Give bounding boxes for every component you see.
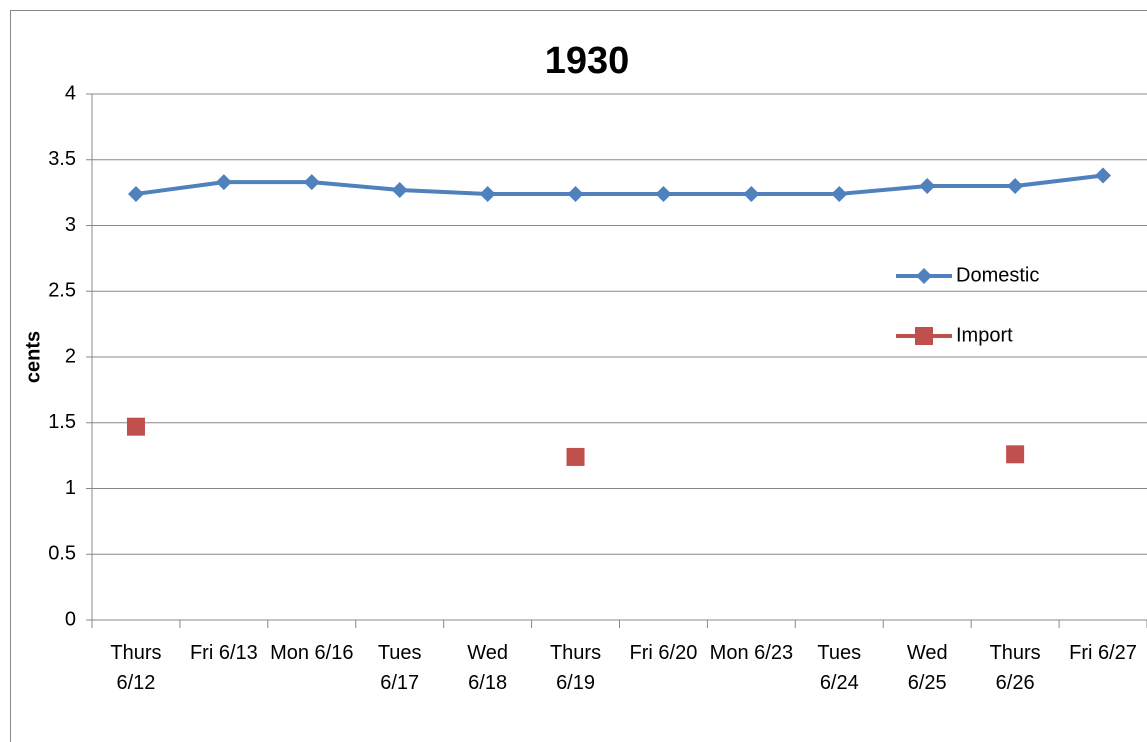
series-line [135,173,1104,196]
y-tick-label: 4 [65,82,76,104]
data-point [126,417,145,436]
x-tick-label: Mon 6/16 [270,642,354,664]
data-point [479,185,496,202]
x-tick-label: Tues 6/17 [377,642,422,694]
data-point [303,174,320,191]
data-point [655,185,672,202]
x-tick-label: Fri 6/27 [1069,642,1137,664]
y-tick-label: 0 [65,608,76,630]
data-point [391,181,408,198]
x-tick-label: Mon 6/23 [709,642,794,664]
y-tick-label: 0.5 [48,543,76,565]
x-tick-label: Thurs 6/19 [549,642,602,694]
x-tick-label: Thurs 6/26 [989,642,1041,694]
legend-marker [915,327,933,345]
data-point [567,185,584,202]
x-tick-label: Fri 6/20 [629,642,698,664]
legend-label: Import [956,324,1013,346]
data-point [215,174,232,191]
data-point [566,447,585,466]
y-tick-label: 3.5 [48,148,76,170]
data-point [1006,445,1025,464]
data-point [919,178,936,195]
data-point [831,185,848,202]
y-tick-label: 3 [65,214,76,236]
chart-border [10,10,1147,742]
y-axis-label: cents [22,331,44,383]
x-tick-label: Tues 6/24 [817,642,862,694]
x-tick-label: Thurs 6/12 [110,642,162,694]
y-tick-label: 2.5 [48,280,76,302]
x-tick-label: Wed 6/25 [906,642,948,694]
y-tick-label: 1 [65,477,76,499]
chart-title: 1930 [545,40,630,82]
data-point [743,185,760,202]
y-tick-label: 2 [65,345,76,367]
data-point [1007,178,1024,195]
x-tick-label: Wed 6/18 [467,642,508,694]
y-tick-label: 1.5 [48,411,76,433]
x-tick-label: Fri 6/13 [189,642,258,664]
legend-marker [916,268,932,284]
legend-label: Domestic [956,264,1039,286]
data-point [127,185,144,202]
data-point [1095,167,1112,184]
